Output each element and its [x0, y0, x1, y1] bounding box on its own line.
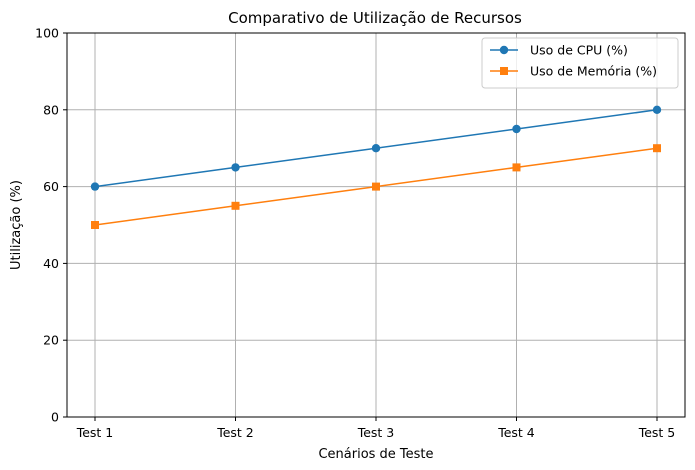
y-tick-label: 40	[43, 256, 59, 271]
data-point-circle	[90, 182, 100, 191]
y-tick-label: 100	[35, 26, 59, 41]
x-tick-label: Test 1	[76, 425, 114, 440]
data-point-circle	[371, 144, 381, 153]
x-tick-label: Test 2	[216, 425, 254, 440]
x-tick-label: Test 4	[497, 425, 535, 440]
data-point-square	[372, 182, 380, 191]
x-tick-label: Test 3	[357, 425, 395, 440]
legend-box	[481, 37, 679, 89]
y-axis: 0 20 40 60 80 100	[35, 26, 67, 425]
legend-memory-marker	[500, 67, 508, 75]
y-tick-label: 0	[51, 410, 59, 425]
x-axis: Test 1 Test 2 Test 3 Test 4 Test 5	[76, 417, 676, 440]
data-point-circle	[512, 124, 521, 134]
y-tick-label: 20	[43, 333, 59, 348]
chart-title: Comparativo de Utilização de Recursos	[228, 9, 522, 27]
data-point-square	[653, 144, 661, 153]
y-tick-label: 80	[43, 102, 59, 117]
x-axis-label: Cenários de Teste	[318, 447, 433, 462]
data-point-square	[231, 201, 240, 210]
data-point-circle	[231, 163, 240, 172]
data-point-square	[512, 163, 521, 172]
legend: Uso de CPU (%) Uso de Memória (%)	[481, 37, 679, 89]
legend-cpu-label: Uso de CPU (%)	[530, 43, 628, 58]
legend-cpu-marker	[499, 45, 509, 55]
series-layer	[90, 105, 662, 229]
legend-memory-label: Uso de Memória (%)	[530, 64, 657, 79]
data-point-circle	[652, 105, 662, 115]
data-point-square	[91, 221, 99, 229]
x-tick-label: Test 5	[638, 425, 676, 440]
y-axis-label: Utilização (%)	[9, 180, 24, 270]
y-tick-label: 60	[43, 179, 59, 194]
